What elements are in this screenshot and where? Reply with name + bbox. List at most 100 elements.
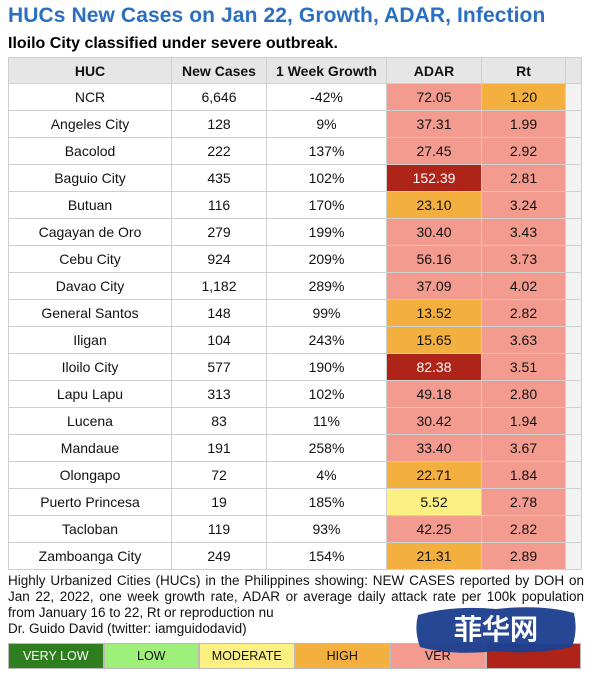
adar-cell: 13.52 xyxy=(386,299,482,327)
new-cases-cell: 191 xyxy=(171,434,267,462)
column-header-rt: Rt xyxy=(481,57,566,84)
blank-cell xyxy=(565,299,582,327)
growth-cell: 209% xyxy=(266,245,387,273)
rt-cell: 2.78 xyxy=(481,488,566,516)
huc-cell: Tacloban xyxy=(8,515,172,543)
rt-cell: 2.89 xyxy=(481,542,566,570)
new-cases-cell: 104 xyxy=(171,326,267,354)
table-row: NCR 6,646 -42% 72.05 1.20 xyxy=(8,83,582,111)
new-cases-cell: 19 xyxy=(171,488,267,516)
blank-cell xyxy=(565,272,582,300)
rt-cell: 2.81 xyxy=(481,164,566,192)
growth-cell: 258% xyxy=(266,434,387,462)
rt-cell: 2.82 xyxy=(481,515,566,543)
rt-cell: 4.02 xyxy=(481,272,566,300)
table-row: Lucena 83 11% 30.42 1.94 xyxy=(8,407,582,435)
footer-credit: Dr. Guido David (twitter: iamguidodavid) xyxy=(8,621,247,636)
huc-table: HUC New Cases 1 Week Growth ADAR Rt NCR 6… xyxy=(8,57,582,570)
column-header-huc: HUC xyxy=(8,57,172,84)
huc-cell: Puerto Princesa xyxy=(8,488,172,516)
table-row: Baguio City 435 102% 152.39 2.81 xyxy=(8,164,582,192)
huc-cell: Cagayan de Oro xyxy=(8,218,172,246)
new-cases-cell: 249 xyxy=(171,542,267,570)
legend-item-high: HIGH xyxy=(294,643,390,669)
growth-cell: 4% xyxy=(266,461,387,489)
huc-cell: NCR xyxy=(8,83,172,111)
table-row: Olongapo 72 4% 22.71 1.84 xyxy=(8,461,582,489)
huc-cell: Baguio City xyxy=(8,164,172,192)
rt-cell: 3.73 xyxy=(481,245,566,273)
legend-item-very-low: VERY LOW xyxy=(8,643,104,669)
growth-cell: 190% xyxy=(266,353,387,381)
new-cases-cell: 313 xyxy=(171,380,267,408)
huc-cell: Mandaue xyxy=(8,434,172,462)
adar-cell: 49.18 xyxy=(386,380,482,408)
huc-cell: Lucena xyxy=(8,407,172,435)
blank-cell xyxy=(565,380,582,408)
blank-cell xyxy=(565,218,582,246)
blank-cell xyxy=(565,110,582,138)
table-row: Cagayan de Oro 279 199% 30.40 3.43 xyxy=(8,218,582,246)
footer-description: Highly Urbanized Cities (HUCs) in the Ph… xyxy=(8,573,584,620)
adar-cell: 37.09 xyxy=(386,272,482,300)
rt-cell: 2.80 xyxy=(481,380,566,408)
table-row: Tacloban 119 93% 42.25 2.82 xyxy=(8,515,582,543)
growth-cell: 289% xyxy=(266,272,387,300)
adar-cell: 42.25 xyxy=(386,515,482,543)
huc-cell: Angeles City xyxy=(8,110,172,138)
table-row: Mandaue 191 258% 33.40 3.67 xyxy=(8,434,582,462)
blank-cell xyxy=(565,434,582,462)
page-title: HUCs New Cases on Jan 22, Growth, ADAR, … xyxy=(8,4,546,27)
table-row: Angeles City 128 9% 37.31 1.99 xyxy=(8,110,582,138)
huc-cell: Cebu City xyxy=(8,245,172,273)
table-row: Butuan 116 170% 23.10 3.24 xyxy=(8,191,582,219)
blank-cell xyxy=(565,83,582,111)
table-row: Cebu City 924 209% 56.16 3.73 xyxy=(8,245,582,273)
blank-cell xyxy=(565,461,582,489)
table-body: NCR 6,646 -42% 72.05 1.20 Angeles City 128 9% 37… xyxy=(8,83,582,570)
table-row: Zamboanga City 249 154% 21.31 2.89 xyxy=(8,542,582,570)
huc-cell: Iligan xyxy=(8,326,172,354)
table-row: Iloilo City 577 190% 82.38 3.51 xyxy=(8,353,582,381)
rt-cell: 1.20 xyxy=(481,83,566,111)
adar-cell: 22.71 xyxy=(386,461,482,489)
huc-cell: Butuan xyxy=(8,191,172,219)
adar-cell: 82.38 xyxy=(386,353,482,381)
table-row: Bacolod 222 137% 27.45 2.92 xyxy=(8,137,582,165)
adar-cell: 37.31 xyxy=(386,110,482,138)
growth-cell: 185% xyxy=(266,488,387,516)
growth-cell: 93% xyxy=(266,515,387,543)
new-cases-cell: 83 xyxy=(171,407,267,435)
new-cases-cell: 577 xyxy=(171,353,267,381)
adar-cell: 15.65 xyxy=(386,326,482,354)
new-cases-cell: 72 xyxy=(171,461,267,489)
huc-cell: Olongapo xyxy=(8,461,172,489)
adar-cell: 30.40 xyxy=(386,218,482,246)
growth-cell: 9% xyxy=(266,110,387,138)
rt-cell: 1.99 xyxy=(481,110,566,138)
adar-cell: 56.16 xyxy=(386,245,482,273)
new-cases-cell: 435 xyxy=(171,164,267,192)
growth-cell: -42% xyxy=(266,83,387,111)
table-row: Iligan 104 243% 15.65 3.63 xyxy=(8,326,582,354)
rt-cell: 3.67 xyxy=(481,434,566,462)
growth-cell: 170% xyxy=(266,191,387,219)
growth-cell: 102% xyxy=(266,164,387,192)
column-header-new-cases: New Cases xyxy=(171,57,267,84)
legend-item-moderate: MODERATE xyxy=(199,643,295,669)
new-cases-cell: 924 xyxy=(171,245,267,273)
rt-cell: 1.94 xyxy=(481,407,566,435)
blank-cell xyxy=(565,137,582,165)
adar-cell: 5.52 xyxy=(386,488,482,516)
rt-cell: 3.43 xyxy=(481,218,566,246)
footer-note: Highly Urbanized Cities (HUCs) in the Ph… xyxy=(8,573,584,637)
table-row: Davao City 1,182 289% 37.09 4.02 xyxy=(8,272,582,300)
new-cases-cell: 148 xyxy=(171,299,267,327)
huc-cell: General Santos xyxy=(8,299,172,327)
huc-cell: Lapu Lapu xyxy=(8,380,172,408)
blank-cell xyxy=(565,542,582,570)
adar-cell: 27.45 xyxy=(386,137,482,165)
adar-cell: 33.40 xyxy=(386,434,482,462)
table-row: Lapu Lapu 313 102% 49.18 2.80 xyxy=(8,380,582,408)
new-cases-cell: 279 xyxy=(171,218,267,246)
